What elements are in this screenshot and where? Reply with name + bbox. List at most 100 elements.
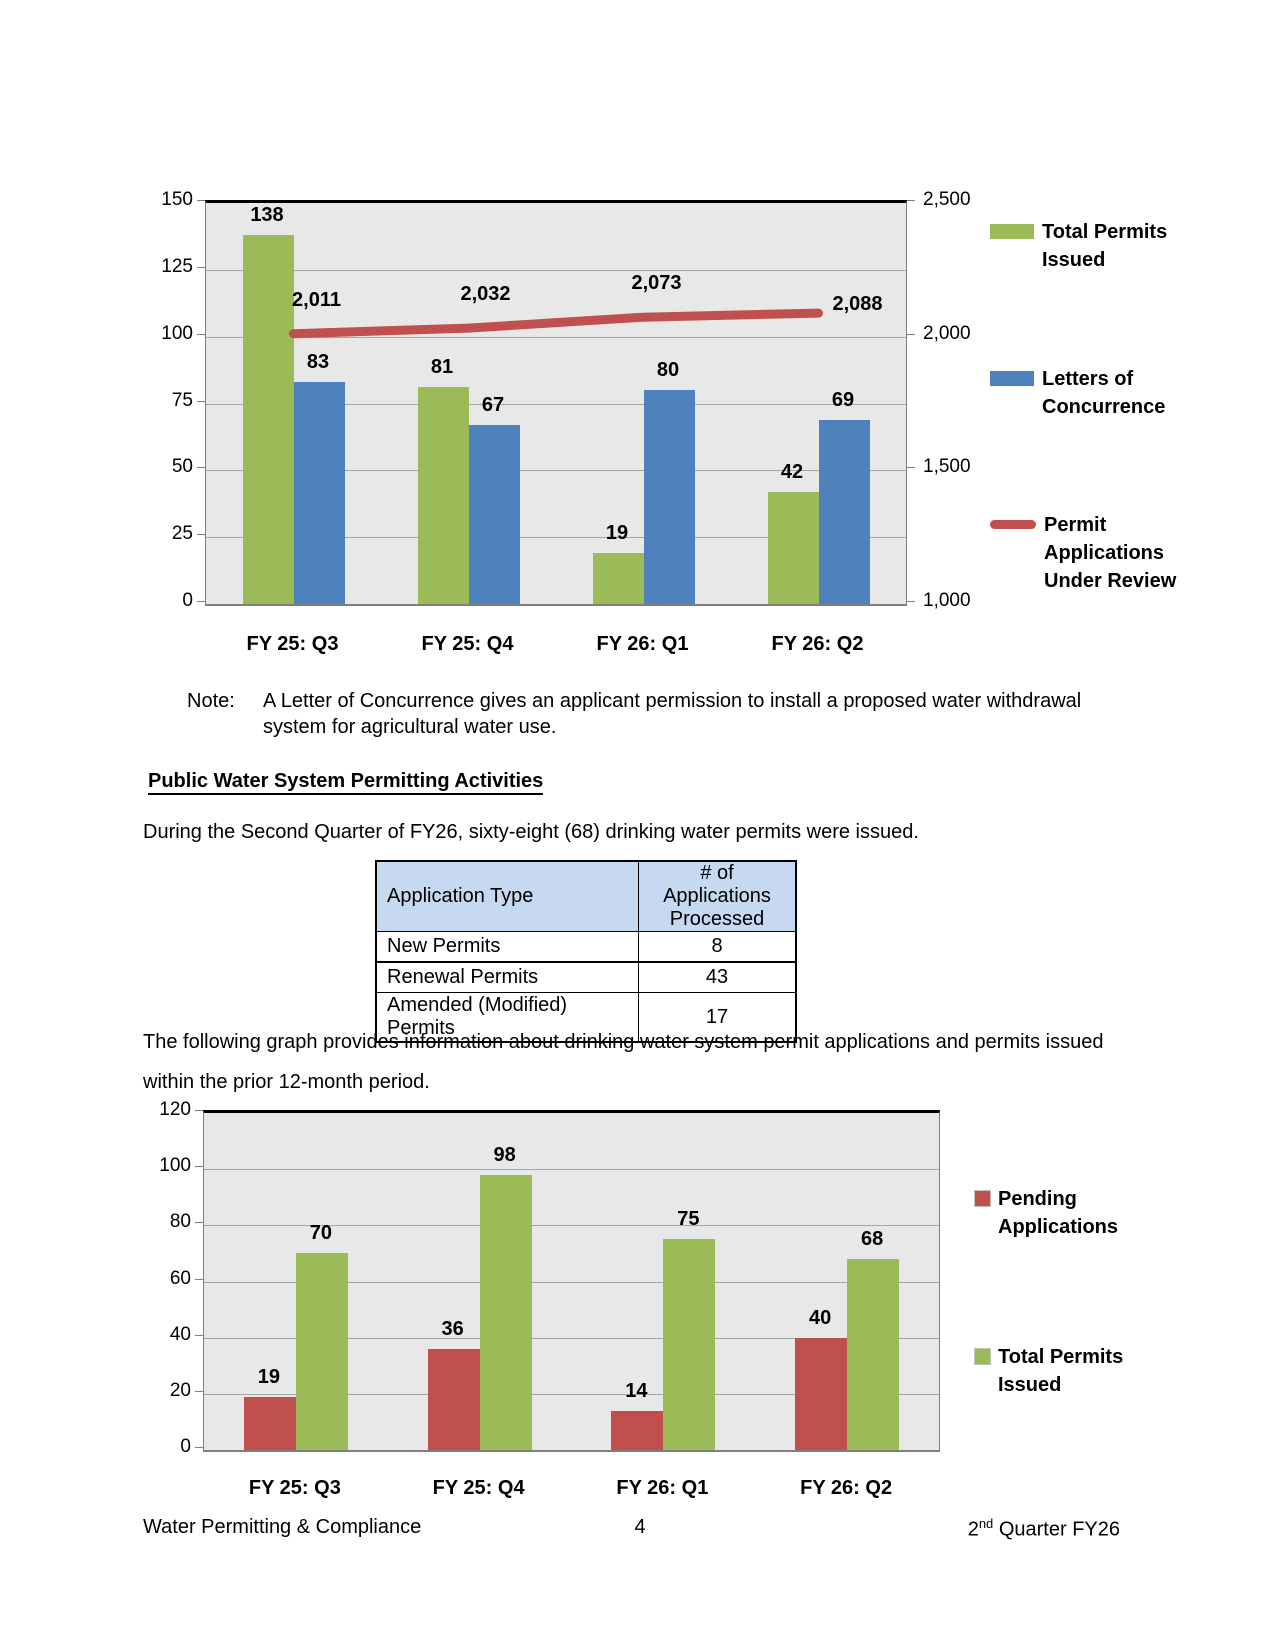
bar-total-permits-issued bbox=[767, 491, 819, 604]
bar-value-label: 19 bbox=[605, 522, 629, 545]
bar-value-label: 75 bbox=[677, 1208, 700, 1231]
table-cell-application-type: Renewal Permits bbox=[375, 961, 639, 993]
bar-value-label: 81 bbox=[430, 356, 454, 379]
axis-tick-mark bbox=[907, 333, 915, 335]
y-axis-tick-label: 50 bbox=[171, 456, 193, 478]
note: Note: A Letter of Concurrence gives an a… bbox=[187, 688, 1092, 740]
y-axis-tick-label: 40 bbox=[169, 1323, 191, 1345]
water-withdrawal-permits-chart: 0 25 50 75 100 125 150 1,000 1,500 2,000 2,500 138 8… bbox=[140, 180, 1220, 660]
note-label: Note: bbox=[187, 690, 235, 712]
gridline bbox=[204, 1225, 939, 1226]
category-label: FY 26: Q1 bbox=[616, 1477, 709, 1499]
bar-total-permits-issued bbox=[479, 1174, 532, 1450]
category-label: FY 25: Q4 bbox=[421, 633, 514, 655]
paragraph-permits-issued: During the Second Quarter of FY26, sixty… bbox=[143, 821, 919, 843]
plot-area bbox=[205, 200, 907, 606]
table-header-cell: Application Type bbox=[375, 860, 639, 932]
legend-line-icon bbox=[990, 520, 1036, 529]
y-axis-tick-label: 25 bbox=[171, 523, 193, 545]
table-cell-count: 43 bbox=[638, 961, 797, 993]
bar-value-label: 83 bbox=[306, 351, 330, 374]
bar-letters-of-concurrence bbox=[818, 419, 870, 604]
footer-page-number: 4 bbox=[634, 1516, 646, 1538]
legend-label: Total Permits Issued bbox=[998, 1346, 1124, 1396]
bar-letters-of-concurrence bbox=[468, 424, 520, 604]
table-row: New Permits 8 bbox=[375, 931, 797, 963]
y-axis-tick-label: 150 bbox=[161, 189, 193, 210]
bar-value-label: 42 bbox=[780, 460, 804, 483]
axis-tick-mark bbox=[197, 200, 205, 201]
section-heading-text: Public Water System Permitting Activitie… bbox=[148, 770, 544, 795]
gridline bbox=[206, 537, 906, 538]
bar-value-label: 36 bbox=[441, 1317, 464, 1340]
axis-tick-mark bbox=[195, 1222, 203, 1224]
legend-item-letters-of-concurrence: Letters of Concurrence bbox=[990, 365, 1190, 421]
legend-item-pending-applications: Pending Applications bbox=[974, 1185, 1190, 1241]
bar-pending-applications bbox=[243, 1396, 296, 1450]
bar-value-label: 40 bbox=[809, 1306, 832, 1329]
axis-tick-mark bbox=[197, 400, 205, 402]
y-axis-tick-label: 120 bbox=[159, 1099, 191, 1120]
gridline bbox=[206, 337, 906, 338]
axis-tick-mark bbox=[197, 467, 205, 469]
gridline bbox=[206, 404, 906, 405]
table-cell-application-type: Amended (Modified) Permits bbox=[375, 992, 639, 1043]
category-label: FY 26: Q2 bbox=[771, 633, 864, 655]
line-value-label: 2,011 bbox=[292, 288, 341, 311]
bar-value-label: 98 bbox=[493, 1143, 516, 1166]
axis-tick-mark bbox=[195, 1334, 203, 1336]
legend-label: Pending Applications bbox=[998, 1188, 1119, 1238]
bar-value-label: 68 bbox=[861, 1228, 884, 1251]
bar-value-label: 14 bbox=[625, 1379, 648, 1402]
paragraph-following-graph: The following graph provides information… bbox=[143, 1031, 1104, 1093]
gridline bbox=[204, 1169, 939, 1170]
legend-label: Permit Applications Under Review bbox=[1044, 514, 1177, 592]
table-cell-count: 17 bbox=[638, 992, 797, 1043]
legend-label: Letters of Concurrence bbox=[1042, 367, 1166, 418]
table-cell-count: 8 bbox=[638, 931, 797, 963]
axis-tick-mark bbox=[195, 1166, 203, 1168]
y-axis-tick-label: 60 bbox=[169, 1267, 191, 1289]
y-axis-tick-label: 0 bbox=[182, 590, 193, 611]
line-series-permit-applications-under-review bbox=[289, 308, 823, 339]
table-row: Amended (Modified) Permits 17 bbox=[375, 992, 797, 1043]
gridline bbox=[206, 470, 906, 471]
table-header-row: Application Type # of Applications Proces… bbox=[375, 860, 797, 932]
bar-value-label: 70 bbox=[309, 1222, 332, 1245]
bar-pending-applications bbox=[427, 1348, 480, 1450]
secondary-axis-tick-label: 2,000 bbox=[923, 322, 971, 344]
axis-tick-mark bbox=[195, 1390, 203, 1392]
y-axis-tick-label: 100 bbox=[161, 322, 193, 344]
bar-value-label: 67 bbox=[481, 393, 505, 416]
legend-swatch-icon bbox=[974, 1190, 991, 1207]
note-text: A Letter of Concurrence gives an applica… bbox=[263, 690, 1082, 738]
axis-tick-mark bbox=[197, 534, 205, 536]
axis-tick-mark bbox=[197, 601, 205, 602]
footer-quarter-label: Quarter FY26 bbox=[993, 1518, 1120, 1541]
section-heading: Public Water System Permitting Activitie… bbox=[148, 770, 544, 795]
bar-total-permits-issued bbox=[847, 1259, 900, 1450]
bar-letters-of-concurrence bbox=[643, 390, 695, 604]
y-axis-tick-label: 125 bbox=[161, 255, 193, 277]
secondary-axis-tick-label: 1,000 bbox=[923, 590, 971, 611]
bar-total-permits-issued bbox=[242, 235, 294, 604]
secondary-axis-tick-label: 1,500 bbox=[923, 456, 971, 478]
legend-item-total-permits-issued: Total Permits Issued bbox=[990, 218, 1190, 274]
gridline bbox=[204, 1394, 939, 1395]
category-label: FY 25: Q4 bbox=[432, 1477, 525, 1499]
line-value-label: 2,073 bbox=[631, 272, 682, 295]
bar-total-permits-issued bbox=[417, 387, 469, 604]
legend-swatch-icon bbox=[990, 224, 1034, 239]
applications-table: Application Type # of Applications Proces… bbox=[375, 860, 797, 1043]
bar-value-label: 69 bbox=[831, 388, 855, 411]
category-label: FY 25: Q3 bbox=[246, 633, 339, 655]
axis-tick-mark bbox=[197, 333, 205, 335]
y-axis-tick-label: 0 bbox=[180, 1436, 191, 1457]
bar-total-permits-issued bbox=[663, 1239, 716, 1450]
axis-tick-mark bbox=[907, 601, 915, 602]
bar-pending-applications bbox=[795, 1337, 848, 1450]
line-value-label: 2,032 bbox=[460, 283, 511, 306]
legend-swatch-icon bbox=[990, 370, 1034, 386]
footer-quarter-number: 2 bbox=[967, 1518, 979, 1541]
